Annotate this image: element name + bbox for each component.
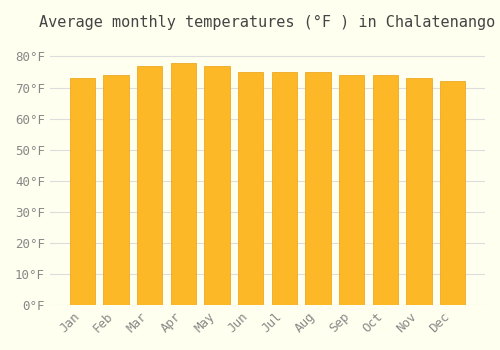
Bar xyxy=(406,78,432,305)
Bar xyxy=(238,72,263,305)
Bar xyxy=(306,72,330,305)
Bar xyxy=(339,75,364,305)
Title: Average monthly temperatures (°F ) in Chalatenango: Average monthly temperatures (°F ) in Ch… xyxy=(40,15,496,30)
Bar xyxy=(204,66,230,305)
Bar xyxy=(440,81,465,305)
Bar xyxy=(170,63,196,305)
Bar xyxy=(372,75,398,305)
Bar xyxy=(272,72,297,305)
Bar xyxy=(70,78,95,305)
Bar xyxy=(137,66,162,305)
Bar xyxy=(104,75,128,305)
